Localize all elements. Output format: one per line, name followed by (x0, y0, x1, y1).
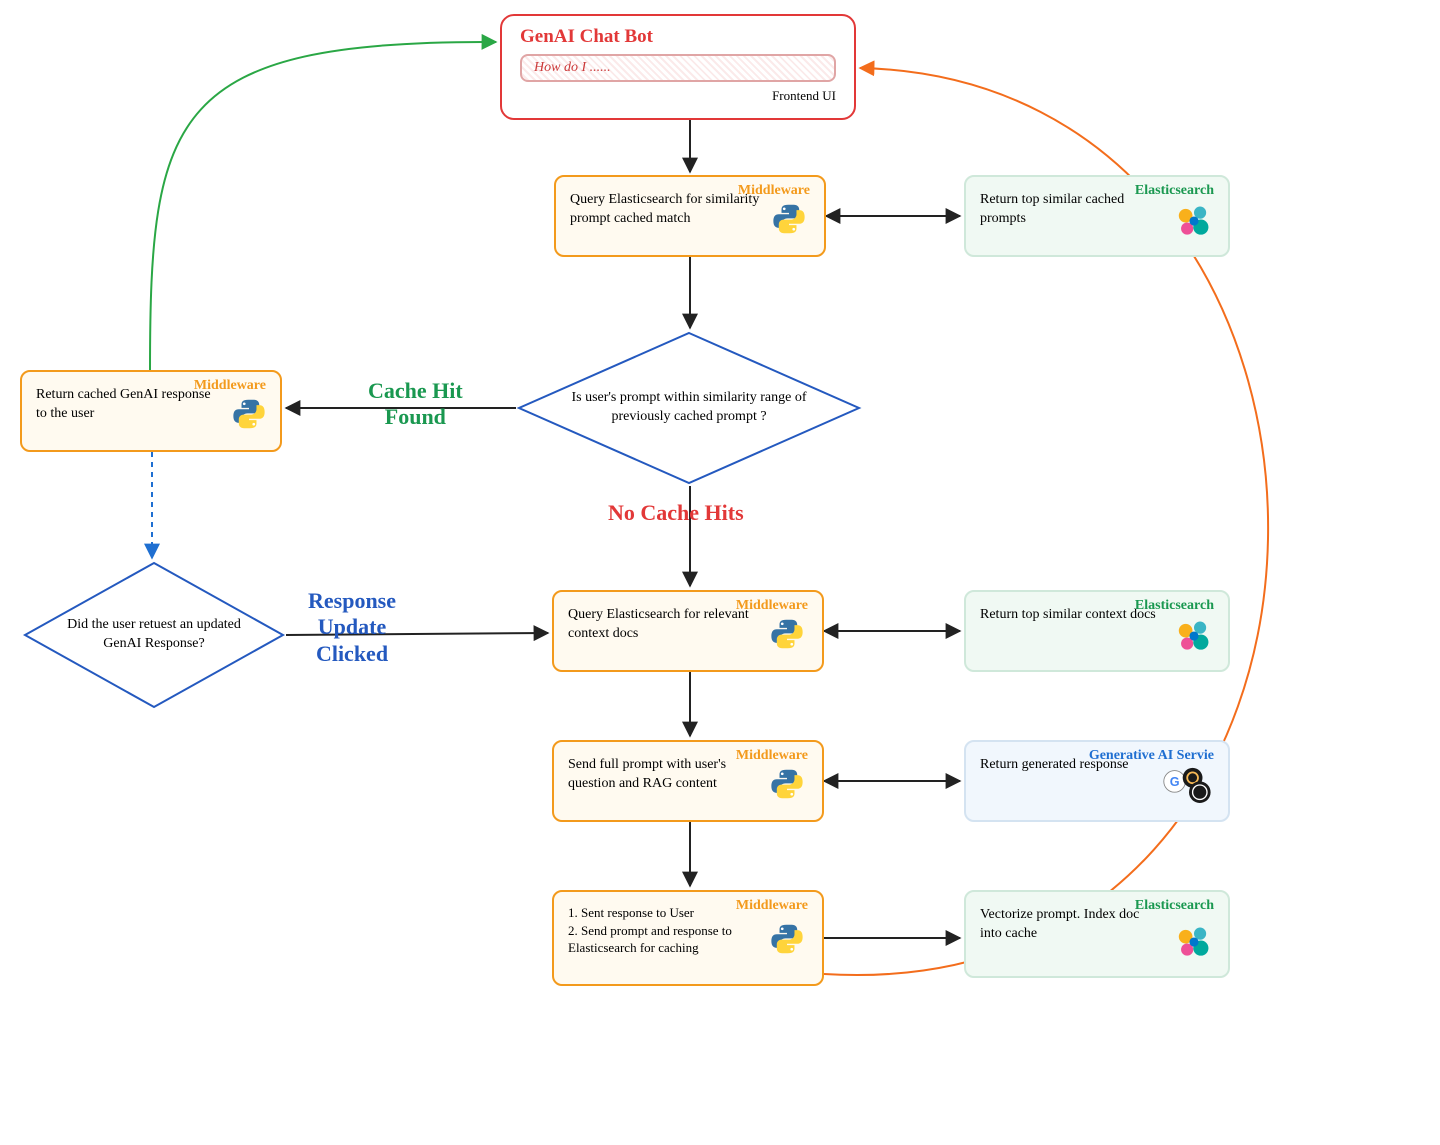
frontend-title: GenAI Chat Bot (520, 26, 836, 48)
elasticsearch-context-docs: Elasticsearch Return top similar context… (964, 590, 1230, 672)
chat-input[interactable]: How do I ...... (520, 54, 836, 82)
frontend-sublabel: Frontend UI (520, 88, 836, 104)
python-icon (770, 617, 804, 656)
middleware-return-cached: Middleware Return cached GenAI response … (20, 370, 282, 452)
box-label: Middleware (736, 598, 808, 614)
box-label: Middleware (736, 898, 808, 914)
box-label: Generative AI Servie (1089, 748, 1214, 764)
python-icon (232, 397, 266, 436)
python-icon (770, 922, 804, 961)
diamond-text: Did the user retuest an updated GenAI Re… (22, 616, 286, 654)
decision-user-request-update: Did the user retuest an updated GenAI Re… (22, 560, 286, 710)
box-text: Query Elasticsearch for relevant context… (568, 602, 758, 644)
middleware-query-cache: Middleware Query Elasticsearch for simil… (554, 175, 826, 257)
python-icon (770, 767, 804, 806)
box-label: Middleware (736, 748, 808, 764)
diamond-text: Is user's prompt within similarity range… (516, 389, 862, 427)
elasticsearch-icon (1174, 923, 1214, 966)
box-label: Middleware (738, 183, 810, 199)
elasticsearch-icon (1174, 617, 1214, 660)
box-text: Return top similar cached prompts (980, 187, 1160, 229)
box-text: Vectorize prompt. Index doc into cache (980, 902, 1160, 944)
middleware-send-response-cache: Middleware 1. Sent response to User 2. S… (552, 890, 824, 986)
box-text: Return top similar context docs (980, 602, 1160, 625)
python-icon (772, 202, 806, 241)
generative-ai-service: Generative AI Servie Return generated re… (964, 740, 1230, 822)
box-label: Elasticsearch (1135, 183, 1214, 199)
box-text: Return cached GenAI response to the user (36, 382, 216, 424)
svg-text:G: G (1170, 775, 1180, 789)
middleware-send-prompt: Middleware Send full prompt with user's … (552, 740, 824, 822)
elasticsearch-icon (1174, 202, 1214, 245)
edge-mwc-fe (150, 42, 496, 370)
decision-similarity-range: Is user's prompt within similarity range… (516, 330, 862, 486)
middleware-query-context: Middleware Query Elasticsearch for relev… (552, 590, 824, 672)
elasticsearch-cached-prompts: Elasticsearch Return top similar cached … (964, 175, 1230, 257)
elasticsearch-vectorize-cache: Elasticsearch Vectorize prompt. Index do… (964, 890, 1230, 978)
frontend-ui-box: GenAI Chat Bot How do I ...... Frontend … (500, 14, 856, 120)
edge-label-cache-hit: Cache Hit Found (368, 378, 463, 431)
edge-label-response-update: Response Update Clicked (308, 588, 396, 667)
box-label: Elasticsearch (1135, 898, 1214, 914)
box-label: Elasticsearch (1135, 598, 1214, 614)
ai-provider-icons: G (1162, 765, 1216, 810)
box-label: Middleware (194, 378, 266, 394)
edge-label-no-cache: No Cache Hits (608, 500, 744, 526)
